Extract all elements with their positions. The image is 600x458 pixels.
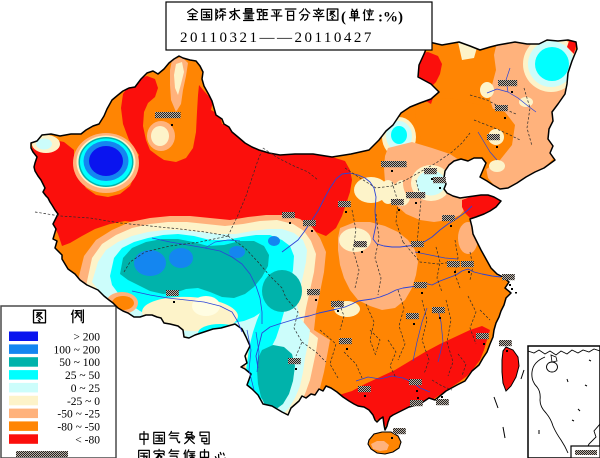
svg-text:100 ~ 200: 100 ~ 200 xyxy=(54,344,101,356)
svg-text:0 ~ 25: 0 ~ 25 xyxy=(71,383,100,395)
svg-text:20110321——20110427: 20110321——20110427 xyxy=(180,30,374,46)
svg-text::%): :%) xyxy=(378,10,403,26)
svg-text:> 200: > 200 xyxy=(73,332,100,344)
svg-text:(: ( xyxy=(341,10,346,26)
svg-text:-80 ~ -50: -80 ~ -50 xyxy=(57,421,100,433)
svg-text:50 ~ 100: 50 ~ 100 xyxy=(59,357,100,369)
svg-text:25 ~ 50: 25 ~ 50 xyxy=(65,370,100,382)
svg-text:-25 ~ 0: -25 ~ 0 xyxy=(67,396,100,408)
svg-text:-50 ~ -25: -50 ~ -25 xyxy=(57,409,100,421)
svg-text:< -80: < -80 xyxy=(75,434,100,446)
